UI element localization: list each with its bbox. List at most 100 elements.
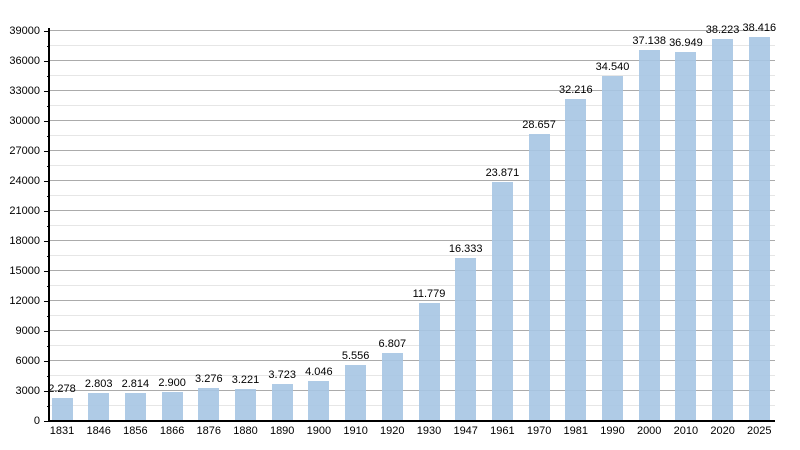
x-axis-line — [48, 420, 775, 422]
bar-2000 — [638, 49, 660, 421]
y-tick-label: 12000 — [9, 294, 40, 307]
bar-value-label: 37.138 — [632, 34, 667, 47]
major-gridline — [50, 390, 775, 391]
bar-1981 — [565, 98, 587, 421]
x-tick-label: 1990 — [600, 425, 625, 437]
bar-2025 — [748, 36, 770, 421]
y-axis-line — [48, 28, 50, 421]
bar-value-label: 23.871 — [485, 167, 520, 180]
bar-value-label: 16.333 — [448, 242, 483, 255]
y-major-tick — [44, 301, 50, 302]
x-tick-label: 2025 — [747, 425, 772, 437]
x-tick-label: 1947 — [453, 425, 478, 437]
y-tick-label: 18000 — [9, 234, 40, 247]
bar-1866 — [161, 392, 183, 421]
y-major-tick — [44, 211, 50, 212]
y-tick-label: 9000 — [15, 324, 40, 337]
y-tick-label: 30000 — [9, 114, 40, 127]
bar-1880 — [235, 388, 256, 421]
x-tick-label: 1890 — [269, 425, 295, 437]
x-tick-label: 1880 — [233, 425, 258, 437]
x-tick-label: 1970 — [526, 425, 552, 437]
bar-value-label: 4.046 — [305, 365, 333, 378]
minor-gridline — [50, 45, 775, 46]
y-tick-label: 0 — [33, 414, 40, 427]
bar-value-label: 32.216 — [558, 83, 593, 96]
minor-gridline — [50, 345, 775, 346]
major-gridline — [50, 90, 775, 91]
minor-gridline — [50, 315, 775, 316]
y-tick-label: 39000 — [9, 24, 40, 37]
y-major-tick — [44, 421, 50, 422]
major-gridline — [50, 150, 775, 151]
bar-value-label: 2.803 — [84, 378, 113, 390]
minor-gridline — [50, 105, 775, 106]
minor-gridline — [50, 405, 775, 406]
x-tick-label: 1920 — [380, 425, 405, 437]
y-major-tick — [44, 181, 50, 182]
x-tick-label: 1930 — [416, 425, 442, 437]
y-tick-label: 3000 — [15, 384, 40, 397]
bar-2020 — [712, 38, 734, 421]
x-tick-label: 1866 — [159, 425, 185, 437]
bar-value-label: 6.807 — [378, 337, 407, 350]
y-major-tick — [44, 31, 50, 32]
bar-value-label: 3.276 — [195, 373, 223, 386]
minor-gridline — [50, 75, 775, 76]
y-major-tick — [44, 91, 50, 92]
y-tick-label: 33000 — [9, 84, 40, 97]
y-tick-label: 21000 — [9, 204, 40, 217]
minor-gridline — [50, 225, 775, 226]
bar-1920 — [381, 352, 403, 421]
bar-1990 — [602, 75, 623, 421]
major-gridline — [50, 30, 775, 31]
y-tick-label: 36000 — [9, 54, 40, 67]
major-gridline — [50, 240, 775, 241]
bar-value-label: 2.278 — [48, 383, 76, 396]
bar-1876 — [198, 388, 220, 421]
x-tick-label: 2010 — [673, 425, 699, 437]
major-gridline — [50, 60, 775, 61]
bar-1831 — [51, 398, 73, 421]
y-major-tick — [44, 391, 50, 392]
major-gridline — [50, 330, 775, 331]
y-tick-label: 6000 — [15, 354, 40, 367]
y-major-tick — [44, 271, 50, 272]
bar-value-label: 2.814 — [121, 377, 150, 390]
major-gridline — [50, 120, 775, 121]
bar-1890 — [271, 383, 293, 421]
minor-gridline — [50, 255, 775, 256]
x-tick-label: 1876 — [196, 425, 222, 437]
plot-area: 2.278 2.803 2.814 2.900 3.276 3.221 3.723 4.046… — [48, 22, 776, 421]
x-tick-label: 1961 — [490, 425, 515, 437]
x-tick-label: 1981 — [563, 425, 589, 437]
x-tick-label: 1831 — [49, 425, 75, 437]
bar-value-label: 11.779 — [412, 288, 446, 301]
x-tick-label: 1846 — [86, 425, 111, 437]
x-tick-label: 1900 — [306, 425, 332, 437]
x-tick-label: 1856 — [123, 425, 148, 437]
minor-gridline — [50, 375, 775, 376]
bar-value-label: 3.221 — [231, 373, 260, 386]
bar-1970 — [528, 134, 550, 421]
major-gridline — [50, 360, 775, 361]
bar-value-label: 28.657 — [522, 119, 556, 132]
bar-1947 — [455, 257, 477, 421]
y-major-tick — [44, 151, 50, 152]
minor-gridline — [50, 195, 775, 196]
bar-1961 — [491, 182, 513, 421]
minor-gridline — [50, 135, 775, 136]
major-gridline — [50, 180, 775, 181]
y-tick-label: 24000 — [9, 174, 40, 187]
x-tick-label: 2000 — [636, 425, 662, 437]
y-major-tick — [44, 61, 50, 62]
x-axis-labels: 1831 1846 1856 1866 1876 1880 1890 1900 1910 1920… — [50, 425, 775, 441]
x-tick-label: 1910 — [343, 425, 368, 437]
bar-value-label: 2.900 — [158, 377, 186, 389]
y-axis: 0 3000 6000 9000 12000 15000 18000 21000 24000 27… — [0, 25, 50, 427]
bar-value-label: 38.223 — [705, 23, 740, 36]
y-major-tick — [44, 241, 50, 242]
y-major-tick — [44, 361, 50, 362]
bar-1856 — [124, 392, 146, 421]
